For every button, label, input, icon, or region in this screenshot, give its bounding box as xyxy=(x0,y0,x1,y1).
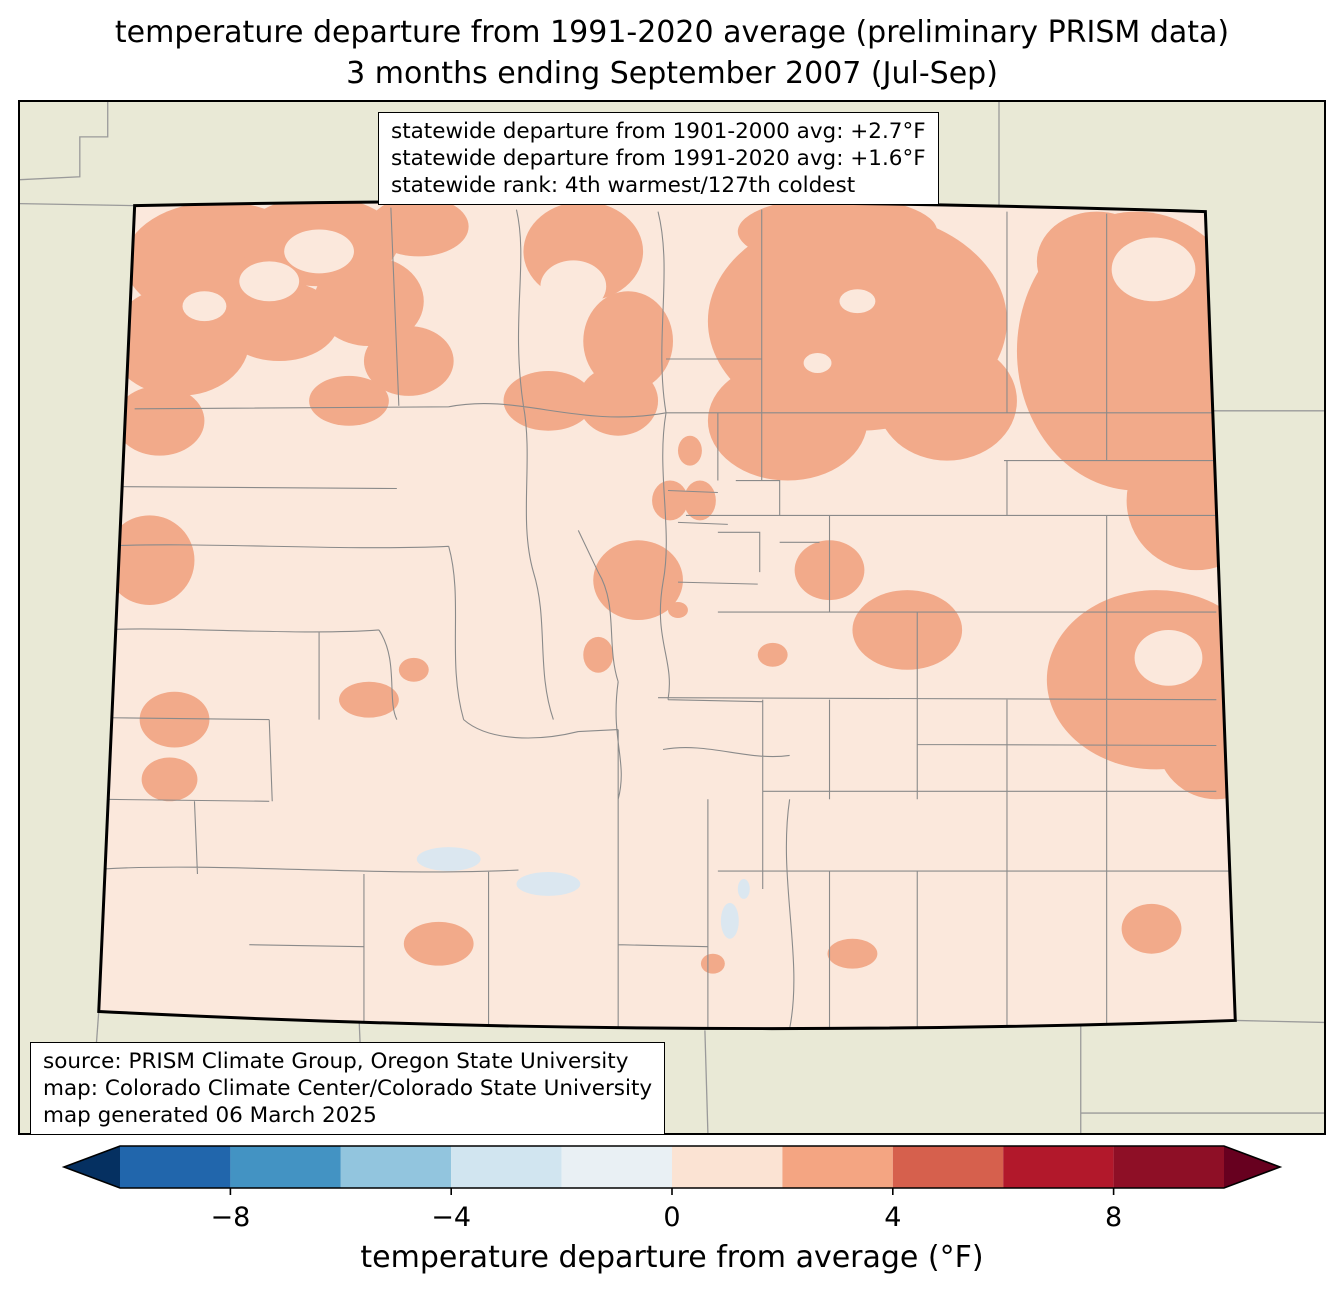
stats-line-1991-2020: statewide departure from 1991-2020 avg: … xyxy=(391,146,926,171)
stats-line-1901-2000: statewide departure from 1901-2000 avg: … xyxy=(391,119,926,144)
map-panel xyxy=(18,100,1326,1135)
colorbar-segment xyxy=(451,1146,562,1188)
colorbar-segment xyxy=(672,1146,783,1188)
colorbar xyxy=(0,1144,1344,1200)
colorado-map xyxy=(20,102,1324,1133)
colorbar-segment xyxy=(340,1146,452,1188)
colorbar-segment xyxy=(892,1146,1004,1188)
tick-label-0: 0 xyxy=(663,1202,681,1233)
source-box: source: PRISM Climate Group, Oregon Stat… xyxy=(30,1042,666,1135)
colorbar-segment xyxy=(782,1146,893,1188)
colorbar-left-arrow xyxy=(64,1146,120,1188)
warm-patch-holes xyxy=(182,229,1203,686)
figure-title-line2: 3 months ending September 2007 (Jul-Sep) xyxy=(346,56,998,91)
tick-label-4: 4 xyxy=(884,1202,902,1233)
colorbar-segment xyxy=(1003,1146,1114,1188)
colorbar-axis-label: temperature departure from average (°F) xyxy=(360,1240,984,1275)
stats-line-rank: statewide rank: 4th warmest/127th coldes… xyxy=(391,173,856,198)
colorbar-segment xyxy=(561,1146,672,1188)
source-line: source: PRISM Climate Group, Oregon Stat… xyxy=(43,1049,629,1074)
figure-title-line1: temperature departure from 1991-2020 ave… xyxy=(114,15,1230,50)
map-credit-line: map: Colorado Climate Center/Colorado St… xyxy=(43,1076,653,1101)
colorbar-outline xyxy=(61,1145,1283,1189)
tick-label-8: 8 xyxy=(1105,1202,1123,1233)
colorbar-right-arrow xyxy=(1224,1146,1280,1188)
colorbar-segment xyxy=(230,1146,341,1188)
county-boundaries xyxy=(98,207,1236,1029)
tick-label-neg4: −4 xyxy=(431,1202,472,1233)
colorbar-ticks xyxy=(229,1188,1115,1195)
cool-anomaly-patches xyxy=(416,847,750,939)
colorbar-segment xyxy=(120,1146,231,1188)
colorbar-svg xyxy=(61,1145,1283,1195)
stats-box: statewide departure from 1901-2000 avg: … xyxy=(378,112,939,205)
tick-label-neg8: −8 xyxy=(210,1202,251,1233)
figure-title: temperature departure from 1991-2020 ave… xyxy=(0,12,1344,94)
colorbar-segment xyxy=(1113,1146,1224,1188)
generated-date-line: map generated 06 March 2025 xyxy=(43,1103,377,1128)
